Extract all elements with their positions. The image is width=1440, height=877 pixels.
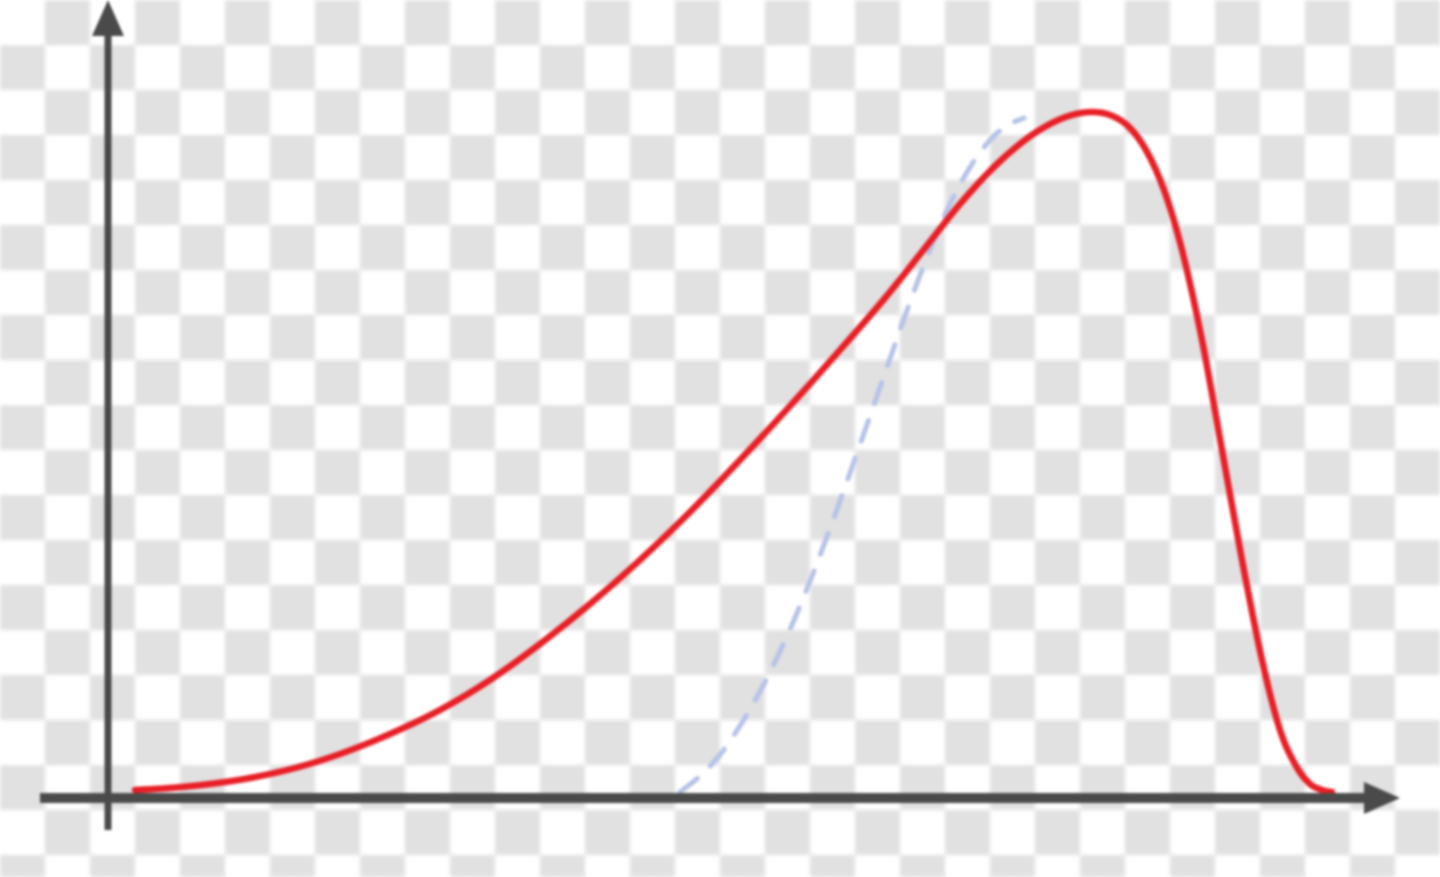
chart-svg [0, 0, 1440, 877]
y-axis-arrowhead [92, 0, 124, 36]
primary-curve [135, 112, 1332, 792]
x-axis-arrowhead [1364, 782, 1400, 814]
secondary-curve-dashed [680, 118, 1024, 792]
